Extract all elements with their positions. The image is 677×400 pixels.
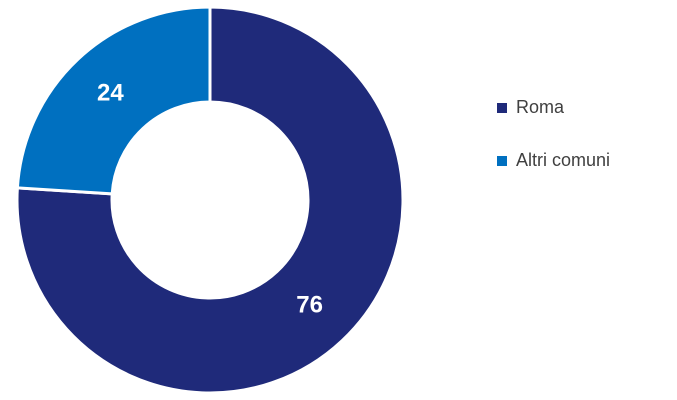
data-label: 24 (97, 79, 124, 106)
legend-label: Altri comuni (516, 150, 610, 170)
legend-swatch (497, 156, 507, 166)
data-label: 76 (296, 291, 323, 318)
legend-label: Roma (516, 97, 565, 117)
slice (15, 5, 405, 395)
slice (15, 5, 212, 196)
legend-swatch (497, 103, 507, 113)
